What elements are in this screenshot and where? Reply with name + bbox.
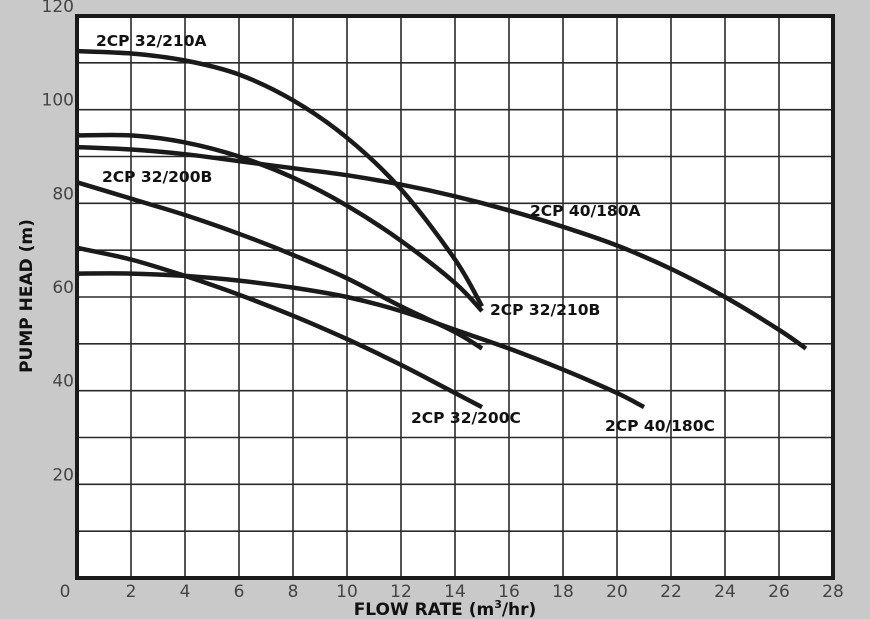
y-axis-title: PUMP HEAD (m) xyxy=(17,219,37,373)
y-tick-labels: 20 40 60 80 100 120 xyxy=(42,0,74,485)
x-tick-label: 18 xyxy=(552,582,574,602)
series-label: 2CP 40/180A xyxy=(530,202,641,220)
x-tick-label: 12 xyxy=(390,582,412,602)
x-tick-label: 6 xyxy=(234,582,245,602)
x-tick-label: 0 xyxy=(60,582,71,602)
y-tick-label: 60 xyxy=(52,278,74,298)
series-lines xyxy=(76,48,808,410)
y-tick-label: 120 xyxy=(42,0,74,17)
series-label: 2CP 40/180C xyxy=(605,417,715,435)
x-axis-title: FLOW RATE (m3/hr) xyxy=(354,598,537,619)
x-tick-label: 10 xyxy=(336,582,358,602)
x-tick-label: 24 xyxy=(714,582,736,602)
x-tick-label: 20 xyxy=(606,582,628,602)
series-labels: 2CP 32/210A 2CP 40/180A 2CP 32/210B 2CP 32/… xyxy=(96,32,715,435)
x-tick-label: 8 xyxy=(288,582,299,602)
x-tick-label: 2 xyxy=(126,582,137,602)
x-tick-label: 22 xyxy=(660,582,682,602)
y-tick-label: 40 xyxy=(52,372,74,392)
y-tick-label: 100 xyxy=(42,91,74,111)
series-label: 2CP 32/200C xyxy=(411,409,521,427)
x-tick-label: 16 xyxy=(498,582,520,602)
x-tick-label: 26 xyxy=(768,582,790,602)
series-line xyxy=(76,144,808,351)
plot-frame xyxy=(75,14,835,580)
series-label: 2CP 32/200B xyxy=(102,168,212,186)
y-tick-label: 80 xyxy=(52,184,74,204)
grid xyxy=(77,16,833,578)
series-line xyxy=(76,245,484,410)
x-tick-labels: 0 2 4 6 8 10 12 14 16 18 20 22 24 26 28 xyxy=(60,582,844,602)
series-line xyxy=(76,48,484,308)
series-label: 2CP 32/210A xyxy=(96,32,207,50)
x-tick-label: 14 xyxy=(444,582,466,602)
series-line xyxy=(76,132,484,313)
x-tick-label: 4 xyxy=(180,582,191,602)
y-tick-label: 20 xyxy=(52,465,74,485)
x-tick-label: 28 xyxy=(822,582,844,602)
series-label: 2CP 32/210B xyxy=(490,301,600,319)
